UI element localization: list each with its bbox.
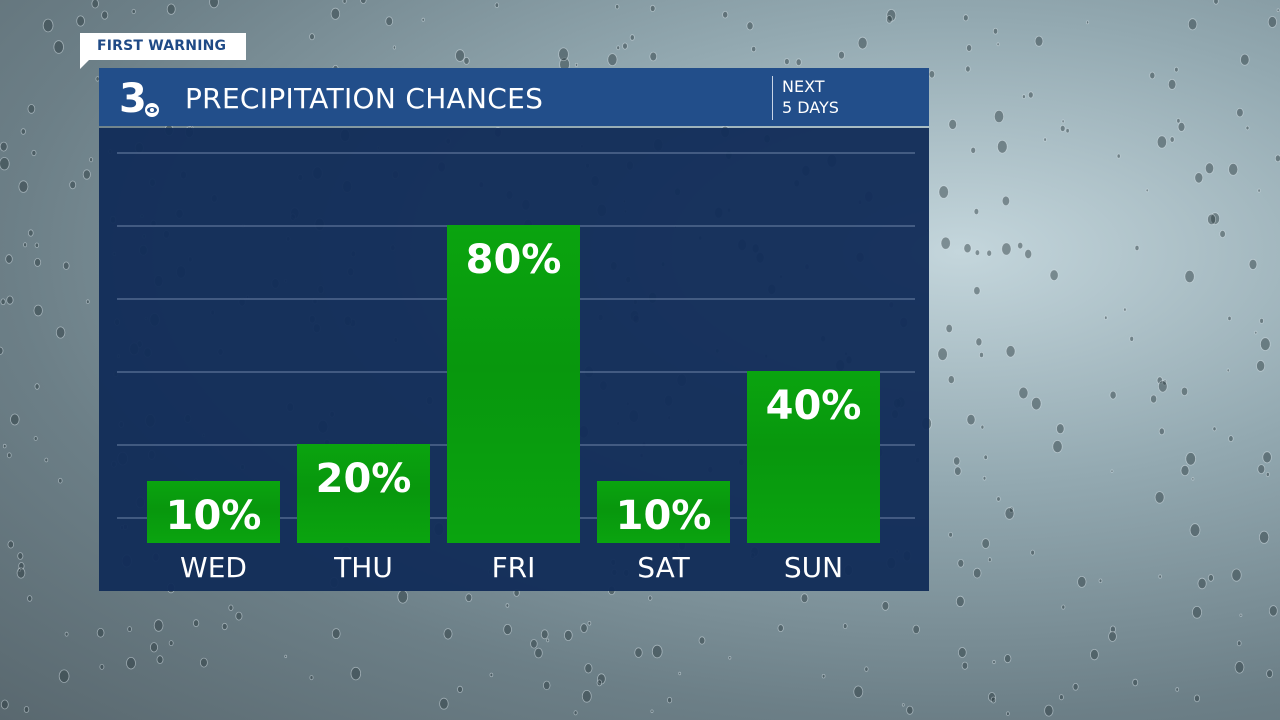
svg-text:3: 3 [119,76,147,120]
header-divider [772,76,773,120]
bar-wed: 10% [147,481,280,543]
bar-value-label: 10% [165,493,262,539]
first-warning-badge: FIRST WARNING [80,33,246,60]
range-line1: NEXT [782,77,825,96]
bar-thu: 20% [297,444,430,543]
day-label: WED [180,551,247,584]
bar-sun: 40% [747,371,880,543]
bar-fri: 80% [447,224,580,543]
day-label: SAT [637,551,690,584]
day-label: FRI [491,551,536,584]
gridline [117,152,915,154]
day-label: THU [334,551,393,584]
panel-header: 3 PRECIPITATION CHANCES NEXT 5 DAYS [99,68,929,126]
bar-value-label: 20% [315,456,412,503]
badge-tail [80,60,89,69]
bar-value-label: 80% [465,236,562,283]
range-label: NEXT 5 DAYS [782,76,839,118]
bar-chart: 10% WED 20% THU 80% FRI 10% SAT 40% SUN [99,128,929,591]
forecast-panel: 3 PRECIPITATION CHANCES NEXT 5 DAYS 10% W… [99,68,929,591]
day-label: SUN [783,551,844,584]
bar-sat: 10% [597,481,730,543]
bar-value-label: 10% [615,493,712,539]
station-3-logo-icon: 3 [119,76,159,120]
page-title: PRECIPITATION CHANCES [185,82,544,115]
range-line2: 5 DAYS [782,98,839,117]
badge-text: FIRST WARNING [97,38,227,54]
bar-value-label: 40% [765,383,862,430]
